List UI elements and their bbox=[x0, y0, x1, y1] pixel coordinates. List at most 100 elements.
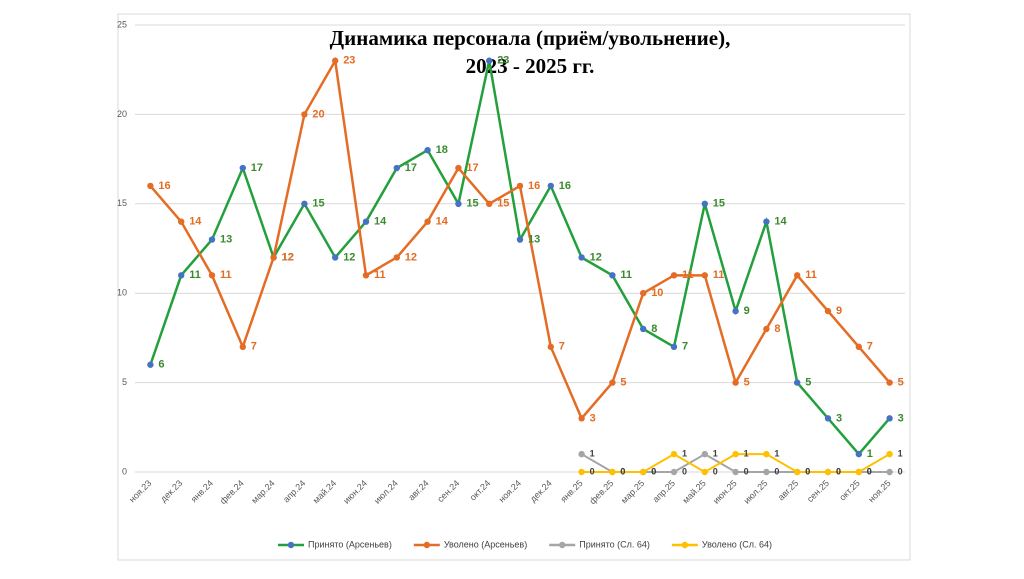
data-label: 0 bbox=[836, 466, 841, 476]
chart-title: 2023 - 2025 гг. bbox=[466, 54, 595, 78]
data-point bbox=[670, 343, 678, 351]
data-label: 1 bbox=[774, 448, 779, 458]
data-label: 23 bbox=[497, 55, 509, 67]
data-point bbox=[239, 164, 246, 172]
data-point bbox=[301, 200, 308, 207]
y-tick-label: 20 bbox=[117, 109, 127, 119]
data-label: 15 bbox=[312, 198, 324, 210]
data-point bbox=[732, 450, 739, 458]
data-label: 12 bbox=[343, 251, 355, 263]
data-label: 15 bbox=[713, 198, 725, 210]
data-label: 13 bbox=[528, 233, 540, 245]
data-label: 5 bbox=[744, 377, 750, 389]
legend-label: Принято (Сл. 64) bbox=[579, 539, 650, 549]
data-point bbox=[578, 254, 585, 261]
data-label: 0 bbox=[590, 466, 595, 476]
data-label: 3 bbox=[590, 412, 596, 424]
data-point bbox=[239, 343, 246, 351]
data-label: 1 bbox=[744, 448, 749, 458]
data-point bbox=[824, 468, 832, 476]
data-label: 13 bbox=[220, 233, 232, 245]
data-label: 11 bbox=[189, 269, 201, 281]
data-label: 11 bbox=[220, 269, 232, 281]
data-point bbox=[609, 379, 616, 386]
data-label: 15 bbox=[497, 198, 509, 210]
data-label: 7 bbox=[682, 341, 688, 353]
data-point bbox=[701, 200, 708, 207]
data-point bbox=[824, 415, 832, 422]
data-label: 9 bbox=[744, 305, 750, 317]
data-label: 16 bbox=[559, 180, 571, 192]
chart-title: Динамика персонала (приём/увольнение), bbox=[330, 26, 731, 50]
data-label: 14 bbox=[374, 216, 387, 228]
data-point bbox=[763, 325, 770, 333]
data-point bbox=[578, 415, 585, 422]
data-label: 8 bbox=[774, 323, 780, 335]
data-point bbox=[763, 468, 770, 476]
data-point bbox=[147, 361, 154, 368]
data-point bbox=[824, 307, 832, 315]
data-label: 0 bbox=[651, 466, 656, 476]
data-point bbox=[886, 468, 893, 476]
data-label: 18 bbox=[436, 144, 448, 156]
data-label: 7 bbox=[867, 341, 873, 353]
data-label: 1 bbox=[590, 448, 595, 458]
data-label: 1 bbox=[682, 448, 687, 458]
data-point bbox=[794, 272, 801, 279]
y-tick-label: 25 bbox=[117, 19, 127, 29]
data-label: 0 bbox=[744, 466, 749, 476]
data-label: 11 bbox=[682, 269, 694, 281]
data-label: 0 bbox=[898, 466, 903, 476]
data-point bbox=[732, 307, 739, 315]
data-point bbox=[147, 182, 154, 190]
data-point bbox=[670, 468, 678, 476]
data-point bbox=[763, 450, 770, 458]
data-label: 0 bbox=[620, 466, 625, 476]
data-label: 5 bbox=[805, 377, 811, 389]
data-point bbox=[362, 272, 370, 279]
data-label: 17 bbox=[466, 162, 478, 174]
legend-marker bbox=[287, 541, 295, 549]
data-point bbox=[208, 236, 216, 243]
data-point bbox=[486, 57, 493, 64]
data-label: 0 bbox=[682, 466, 687, 476]
data-label: 0 bbox=[620, 466, 625, 476]
data-point bbox=[208, 272, 216, 279]
data-label: 17 bbox=[251, 162, 263, 174]
data-label: 12 bbox=[282, 251, 294, 263]
y-tick-label: 5 bbox=[122, 377, 127, 387]
data-point bbox=[486, 200, 493, 207]
data-point bbox=[455, 164, 462, 172]
data-point bbox=[855, 343, 862, 351]
data-label: 0 bbox=[867, 466, 872, 476]
data-label: 7 bbox=[251, 341, 257, 353]
data-point bbox=[578, 450, 585, 458]
legend-marker bbox=[423, 541, 431, 549]
data-label: 11 bbox=[713, 269, 725, 281]
data-point bbox=[609, 468, 616, 476]
y-tick-label: 10 bbox=[117, 288, 127, 298]
data-point bbox=[424, 146, 431, 154]
data-point bbox=[732, 468, 739, 476]
data-label: 5 bbox=[620, 377, 626, 389]
data-point bbox=[701, 272, 708, 279]
data-label: 1 bbox=[898, 448, 903, 458]
data-label: 23 bbox=[343, 55, 355, 67]
data-point bbox=[670, 272, 678, 279]
data-label: 15 bbox=[466, 198, 478, 210]
data-label: 16 bbox=[528, 180, 540, 192]
legend-label: Уволено (Арсеньев) bbox=[444, 539, 527, 549]
data-label: 0 bbox=[774, 466, 779, 476]
data-label: 1 bbox=[867, 448, 873, 460]
legend-label: Уволено (Сл. 64) bbox=[702, 539, 772, 549]
data-label: 8 bbox=[651, 323, 657, 335]
data-point bbox=[640, 290, 647, 297]
data-point bbox=[362, 218, 370, 225]
data-point bbox=[393, 254, 400, 261]
data-label: 0 bbox=[713, 466, 718, 476]
data-point bbox=[670, 450, 678, 458]
data-label: 12 bbox=[590, 251, 602, 263]
data-label: 9 bbox=[836, 305, 842, 317]
y-tick-label: 15 bbox=[117, 198, 127, 208]
data-label: 16 bbox=[158, 180, 170, 192]
